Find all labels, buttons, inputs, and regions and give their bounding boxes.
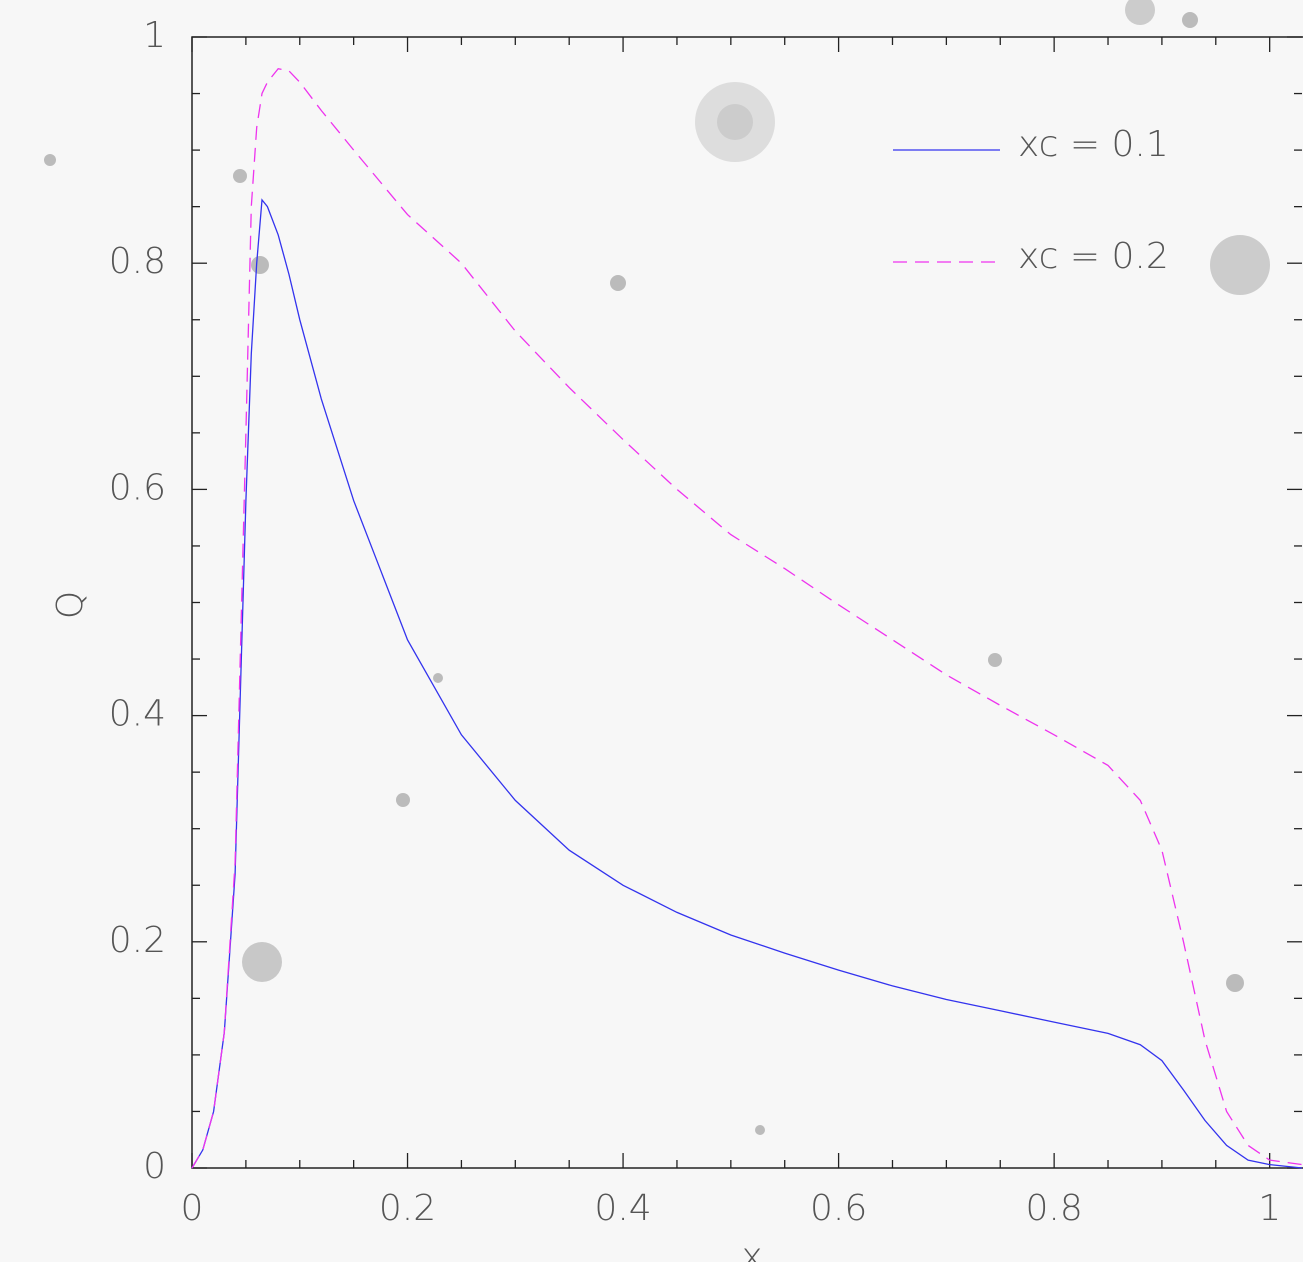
- x-axis-label: x: [741, 1236, 762, 1262]
- y-tick-label: 0: [143, 1146, 166, 1187]
- legend-label: xc = 0.2: [1018, 236, 1169, 277]
- x-tick-label: 0.2: [379, 1188, 436, 1229]
- x-tick-label: 0: [181, 1188, 204, 1229]
- y-axis-label: Q: [50, 591, 91, 619]
- x-tick-label: 0.6: [810, 1188, 867, 1229]
- y-tick-label: 0.4: [109, 694, 166, 735]
- series-line: [191, 67, 1303, 1169]
- plot-frame: [191, 36, 1303, 1169]
- y-tick-label: 0.6: [109, 467, 166, 508]
- legend-label: xc = 0.1: [1018, 124, 1169, 165]
- y-tick-label: 0.2: [109, 920, 166, 961]
- background-stars: [44, 0, 1270, 1135]
- x-tick-label: 0.4: [594, 1188, 651, 1229]
- y-tick-label: 0.8: [109, 241, 166, 282]
- x-tick-label: 0.8: [1026, 1188, 1083, 1229]
- y-tick-label: 1: [143, 15, 166, 56]
- x-tick-label: 1: [1258, 1188, 1281, 1229]
- series-line: [191, 198, 1303, 1169]
